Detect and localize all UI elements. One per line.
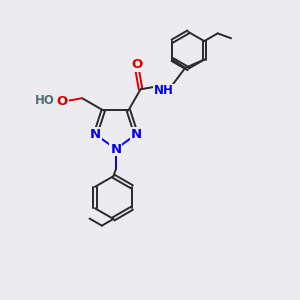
Text: N: N: [130, 128, 142, 141]
Text: HO: HO: [35, 94, 55, 107]
Text: NH: NH: [154, 84, 174, 97]
Text: N: N: [90, 128, 101, 141]
Text: O: O: [131, 58, 143, 71]
Text: O: O: [57, 95, 68, 108]
Text: N: N: [110, 142, 122, 156]
